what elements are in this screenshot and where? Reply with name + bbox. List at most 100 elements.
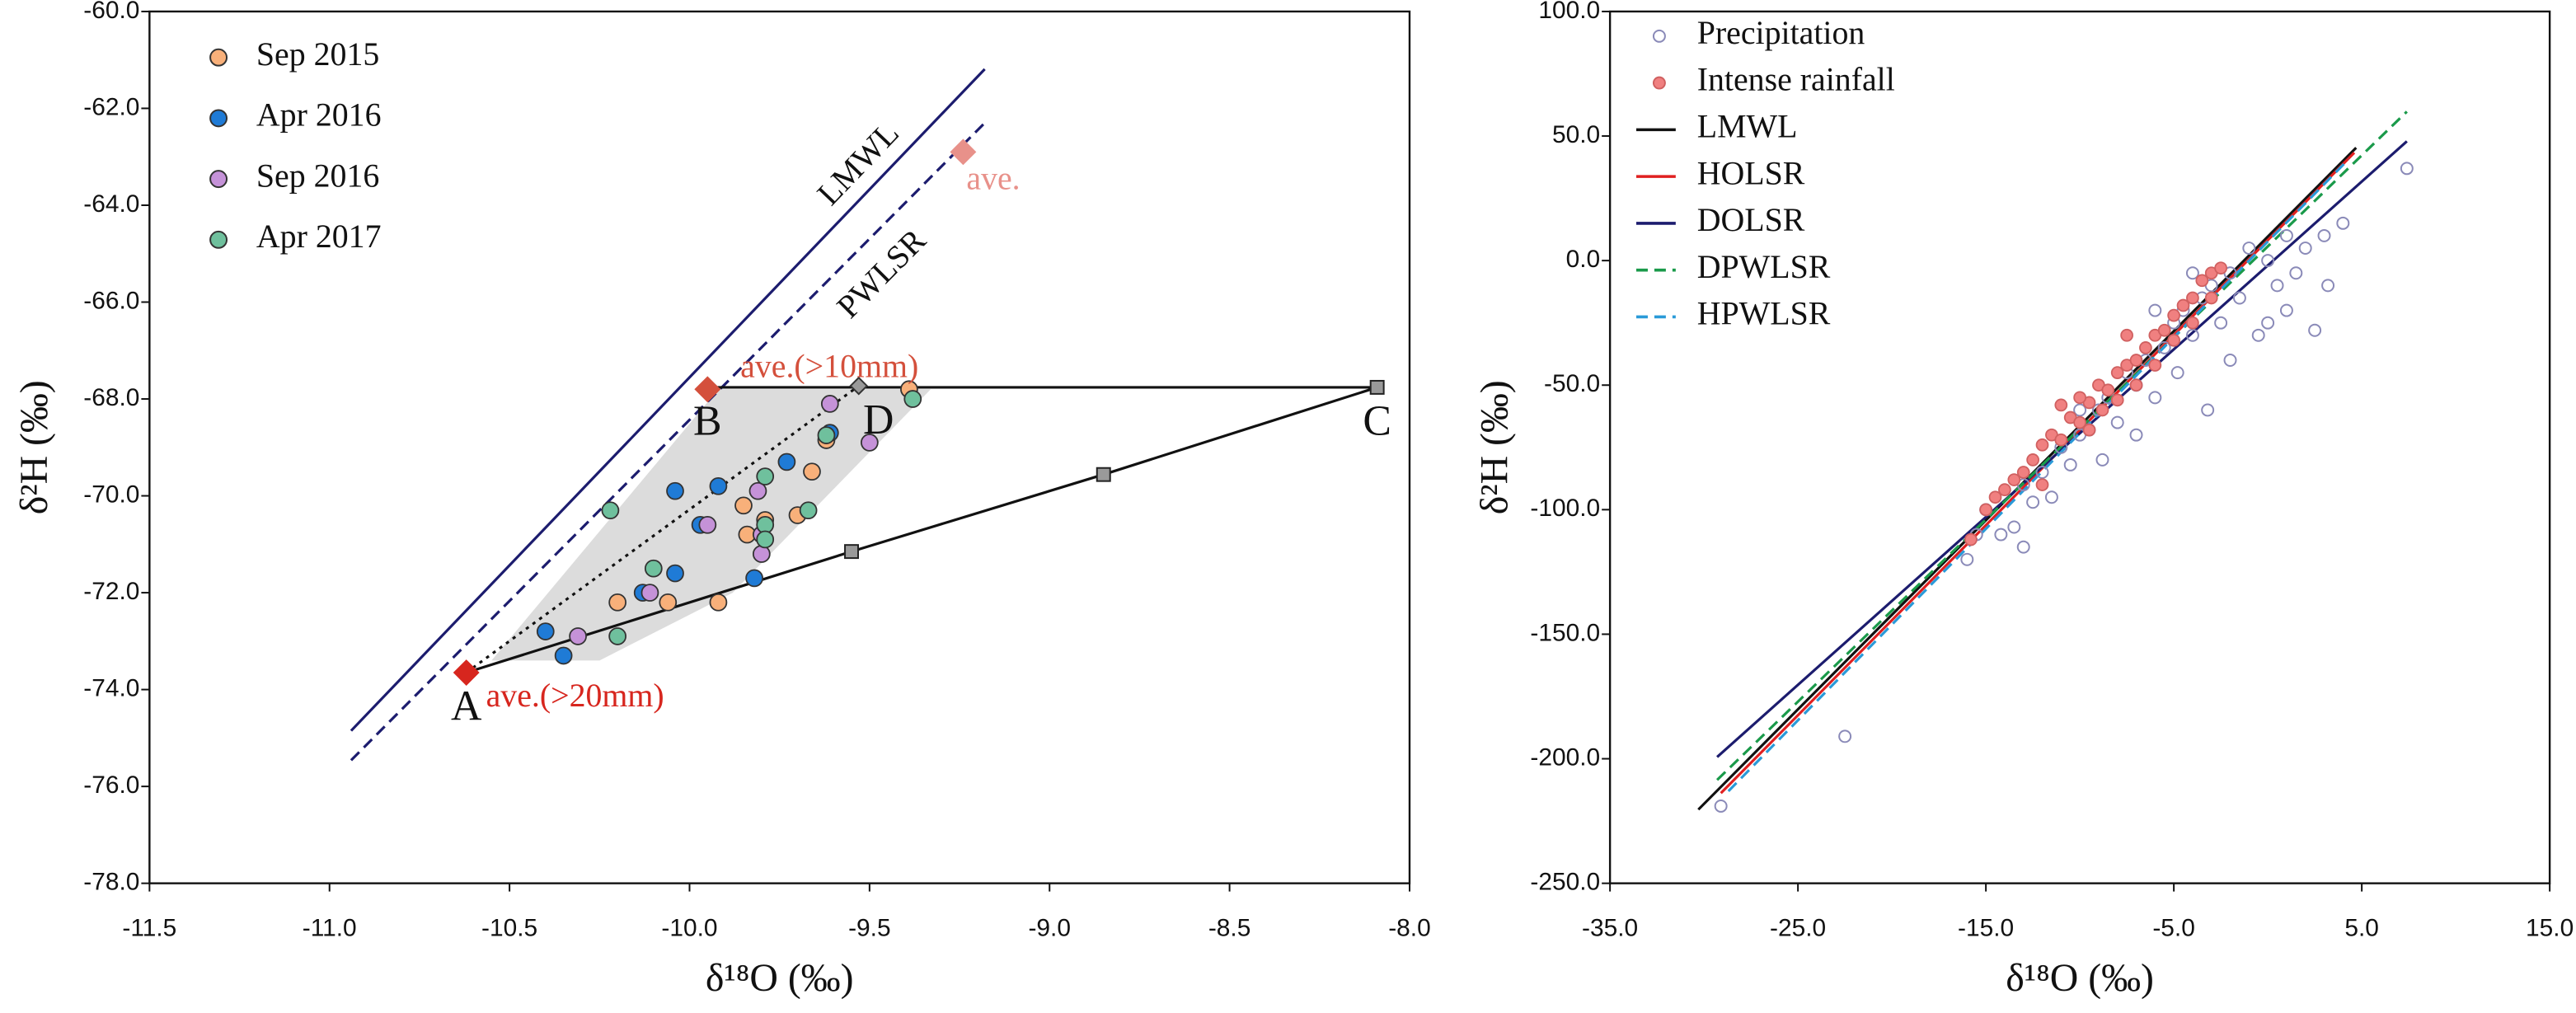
legend-marker [209,170,228,189]
plot-1: -35.0 -25.0 -15.0 -5.0 5.0 15.0 -250.0 -200.0 -1… [1473,0,2574,1000]
data-point [666,564,684,583]
data-point [644,559,663,578]
data-point [777,453,796,471]
y-tick-label: -68.0 [83,384,139,411]
diamond [453,659,480,686]
legend-label: DOLSR [1697,201,1805,238]
x-tick-label: -25.0 [1770,914,1826,941]
y-tick-label: -60.0 [83,0,139,24]
data-point [569,627,587,645]
data-point [709,593,728,612]
data-point [756,530,775,549]
knot [1369,379,1385,395]
data-point [745,569,763,588]
fit-line [465,384,860,674]
y-tick-label: -100.0 [1530,495,1600,522]
data-point [2185,328,2199,342]
data-point [2073,391,2086,405]
y-tick-label: -250.0 [1530,869,1600,896]
y-tick-label: -70.0 [83,481,139,508]
data-point [2176,298,2190,312]
data-point [2167,308,2180,322]
data-point [2082,423,2096,437]
data-point [2026,453,2039,467]
data-point [2016,540,2030,554]
data-point [803,462,821,481]
y-tick-label: -200.0 [1530,743,1600,771]
data-point [2261,316,2275,330]
data-point [2129,428,2143,442]
x-tick-label: -5.0 [2152,914,2194,941]
data-point [2035,466,2049,479]
data-point [2026,495,2040,509]
legend-label: Intense rainfall [1697,61,1895,98]
fit-line [466,386,1378,674]
data-point [2101,383,2115,397]
data-point [903,390,922,408]
data-point [799,501,818,520]
data-point [2044,490,2058,504]
data-point [2400,162,2414,176]
vertex-label: D [863,396,894,443]
data-point [2148,359,2162,372]
legend-label: DPWLSR [1697,248,1831,285]
legend-label: Apr 2016 [256,96,382,134]
data-point [820,395,839,413]
y-tick-label: -150.0 [1530,619,1600,646]
legend-label: Precipitation [1697,14,1865,51]
data-point [1714,799,1728,813]
diamond-label: ave.(>10mm) [740,348,918,385]
data-point [2214,261,2227,275]
data-point [2279,228,2293,242]
data-point [2035,438,2049,452]
data-point [666,481,684,500]
legend-marker [209,109,228,128]
data-point [536,622,555,640]
y-tick-label: 0.0 [1566,246,1601,273]
data-point [659,593,678,612]
data-point [2308,323,2322,337]
diamond-label: ave.(>20mm) [486,677,664,714]
x-tick-label: -9.5 [848,914,890,941]
data-point [2063,457,2077,471]
x-tick-label: 15.0 [2526,914,2574,941]
data-point [2167,333,2180,347]
data-point [1994,528,2008,542]
data-point [2261,254,2275,268]
y-axis-label: δ²H (‰) [1473,380,1517,514]
legend-label: Sep 2015 [256,35,379,73]
data-point [2289,266,2303,280]
data-point [2148,303,2162,317]
diamond [950,138,977,166]
data-point [2073,403,2087,417]
y-tick-label: 100.0 [1538,0,1600,24]
data-point [1838,729,1852,743]
knot [1096,467,1111,482]
data-point [2095,453,2109,467]
data-point [640,584,659,602]
x-tick-label: -8.5 [1208,914,1250,941]
fit-line [350,121,986,762]
x-tick-label: -8.0 [1388,914,1430,941]
data-point [734,496,753,515]
y-tick-label: -66.0 [83,287,139,314]
x-tick-label: -15.0 [1958,914,2014,941]
data-point [1979,503,1992,517]
data-point [608,627,626,645]
x-tick-label: 5.0 [2344,914,2379,941]
data-point [2317,228,2331,242]
vertex-label: B [693,398,722,445]
data-point [2195,274,2209,288]
diamond-label: ave. [966,159,1020,196]
data-point [2007,520,2021,534]
data-point [2129,378,2143,392]
data-point [2035,478,2049,491]
data-point [2321,279,2335,293]
data-point [608,593,626,612]
legend-label: HOLSR [1697,154,1805,191]
data-point [709,476,728,495]
data-point [2110,366,2124,379]
data-point [2270,279,2284,293]
y-tick-label: -78.0 [83,869,139,896]
